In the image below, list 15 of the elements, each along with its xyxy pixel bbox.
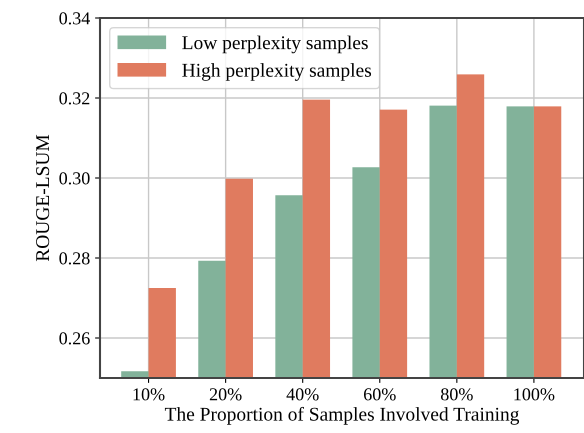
y-tick-label: 0.30 xyxy=(59,172,90,185)
legend-label: High perplexity samples xyxy=(182,63,372,81)
y-tick-label: 0.32 xyxy=(59,92,90,105)
x-axis-title: The Proportion of Samples Involved Training xyxy=(164,406,520,425)
y-tick-label: 0.28 xyxy=(59,252,90,265)
x-tick-label: 60% xyxy=(364,388,396,400)
y-tick-label: 0.26 xyxy=(59,332,90,345)
x-tick-label: 10% xyxy=(134,388,164,400)
x-tick-label: 40% xyxy=(286,388,319,400)
legend-label: Low perplexity samples xyxy=(182,36,368,54)
x-tick-label: 80% xyxy=(440,388,473,400)
y-axis-title: ROUGE-LSUM xyxy=(36,134,50,262)
x-tick-label: 100% xyxy=(514,388,554,400)
x-tick-label: 20% xyxy=(210,388,242,400)
y-tick-label: 0.34 xyxy=(59,12,90,25)
